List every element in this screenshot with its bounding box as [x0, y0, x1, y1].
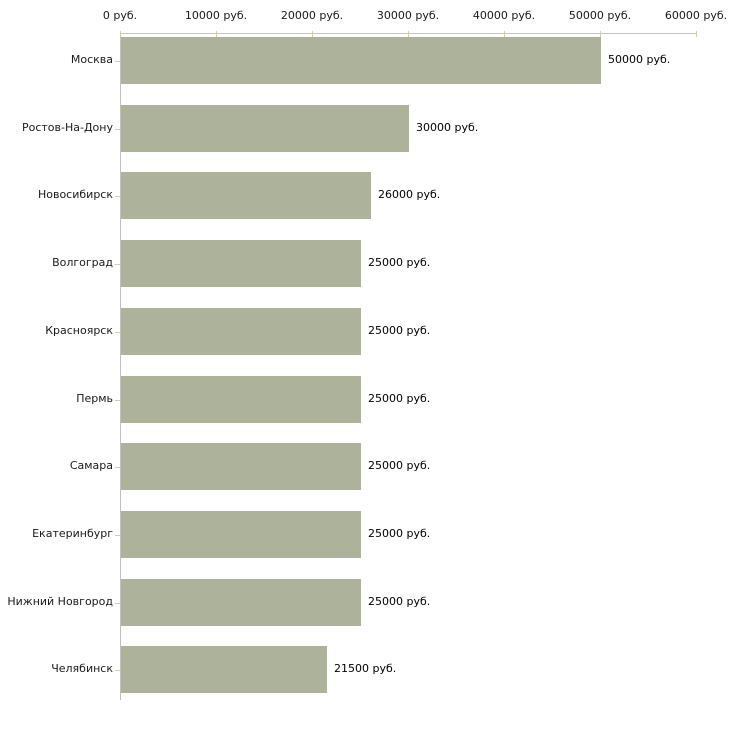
value-label: 21500 руб.: [334, 662, 397, 675]
category-label: Челябинск: [51, 662, 113, 675]
x-axis-tick-label: 0 руб.: [102, 9, 138, 22]
value-label: 25000 руб.: [368, 256, 431, 269]
value-label: 25000 руб.: [368, 324, 431, 337]
bar: [121, 443, 361, 490]
x-axis-tick-mark: [504, 31, 505, 37]
category-label: Красноярск: [45, 324, 113, 337]
bar: [121, 646, 327, 693]
category-label: Волгоград: [52, 256, 113, 269]
y-axis-tick-mark: [115, 670, 120, 671]
category-label: Москва: [70, 53, 113, 66]
bar: [121, 308, 361, 355]
value-label: 25000 руб.: [368, 595, 431, 608]
y-axis-tick-mark: [115, 603, 120, 604]
category-label: Пермь: [76, 392, 113, 405]
value-label: 30000 руб.: [416, 121, 479, 134]
value-label: 50000 руб.: [608, 53, 671, 66]
x-axis-tick-mark: [216, 31, 217, 37]
category-label: Нижний Новгород: [7, 595, 113, 608]
bar: [121, 37, 601, 84]
category-label: Екатеринбург: [32, 527, 113, 540]
category-label: Новосибирск: [37, 188, 113, 201]
y-axis-tick-mark: [115, 400, 120, 401]
category-label: Самара: [69, 459, 113, 472]
bar: [121, 240, 361, 287]
y-axis-tick-mark: [115, 264, 120, 265]
y-axis-tick-mark: [115, 61, 120, 62]
x-axis-tick-label: 30000 руб.: [376, 9, 440, 22]
x-axis-tick-mark: [312, 31, 313, 37]
y-axis-line: [120, 33, 121, 700]
x-axis-tick-label: 10000 руб.: [184, 9, 248, 22]
bar: [121, 579, 361, 626]
x-axis-tick-label: 20000 руб.: [280, 9, 344, 22]
y-axis-tick-mark: [115, 196, 120, 197]
value-label: 25000 руб.: [368, 527, 431, 540]
x-axis-tick-mark: [120, 31, 121, 37]
bar: [121, 172, 371, 219]
x-axis-tick-label: 40000 руб.: [472, 9, 536, 22]
x-axis-tick-mark: [600, 31, 601, 37]
x-axis-tick-label: 60000 руб.: [664, 9, 728, 22]
y-axis-tick-mark: [115, 129, 120, 130]
bar: [121, 376, 361, 423]
x-axis-tick-mark: [408, 31, 409, 37]
value-label: 26000 руб.: [378, 188, 441, 201]
x-axis-tick-mark: [696, 31, 697, 37]
bar: [121, 511, 361, 558]
y-axis-tick-mark: [115, 332, 120, 333]
x-axis-tick-label: 50000 руб.: [568, 9, 632, 22]
y-axis-tick-mark: [115, 467, 120, 468]
category-label: Ростов-На-Дону: [21, 121, 113, 134]
bar: [121, 105, 409, 152]
value-label: 25000 руб.: [368, 392, 431, 405]
y-axis-tick-mark: [115, 535, 120, 536]
value-label: 25000 руб.: [368, 459, 431, 472]
